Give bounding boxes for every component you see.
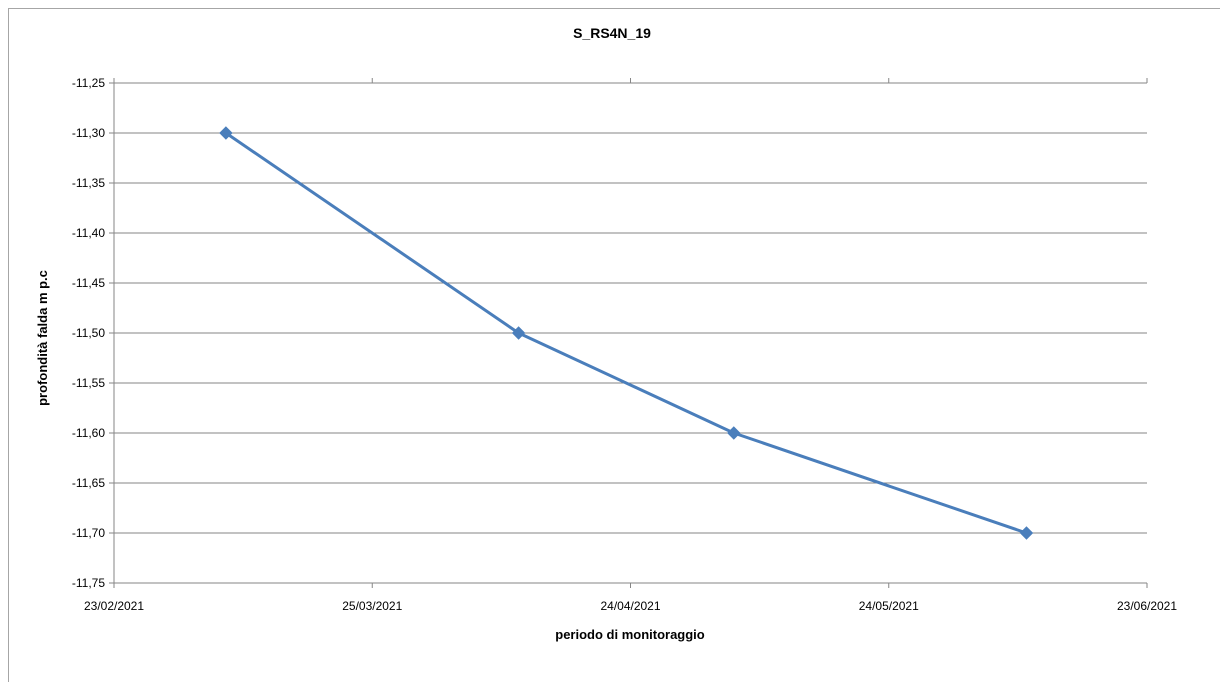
axes [109, 78, 1148, 588]
x-tick-label: 24/05/2021 [859, 599, 919, 613]
y-tick-label: -11,45 [72, 276, 105, 290]
x-tick-label: 24/04/2021 [600, 599, 660, 613]
series [219, 126, 1034, 540]
y-tick-label: -11,55 [72, 376, 105, 390]
gridlines [114, 82, 1147, 534]
data-point-marker [727, 426, 741, 440]
y-tick-label: -11,30 [72, 126, 105, 140]
y-tick-label: -11,65 [72, 476, 105, 490]
y-tick-label: -11,75 [72, 576, 105, 590]
y-tick-label: -11,70 [72, 526, 105, 540]
x-tick-labels: 23/02/2021 25/03/2021 24/04/2021 24/05/2021… [84, 599, 1177, 613]
y-tick-label: -11,50 [72, 326, 105, 340]
y-tick-label: -11,25 [72, 76, 105, 90]
x-tick-label: 23/06/2021 [1117, 599, 1177, 613]
y-axis-label: profondità falda m p.c [35, 270, 50, 406]
x-tick-label: 23/02/2021 [84, 599, 144, 613]
data-point-marker [1019, 526, 1034, 540]
x-tick-label: 25/03/2021 [342, 599, 402, 613]
y-tick-label: -11,60 [72, 426, 105, 440]
series-line [225, 131, 1027, 535]
chart-frame [8, 8, 1220, 682]
data-point-marker [219, 126, 233, 140]
x-axis-label: periodo di monitoraggio [555, 627, 705, 642]
chart-title: S_RS4N_19 [573, 25, 651, 41]
y-tick-label: -11,40 [72, 226, 105, 240]
data-point-marker [511, 326, 526, 340]
y-tick-labels: -11,25 -11,30 -11,35 -11,40 -11,45 -11,50 -11,… [72, 76, 105, 590]
y-tick-label: -11,35 [72, 176, 105, 190]
